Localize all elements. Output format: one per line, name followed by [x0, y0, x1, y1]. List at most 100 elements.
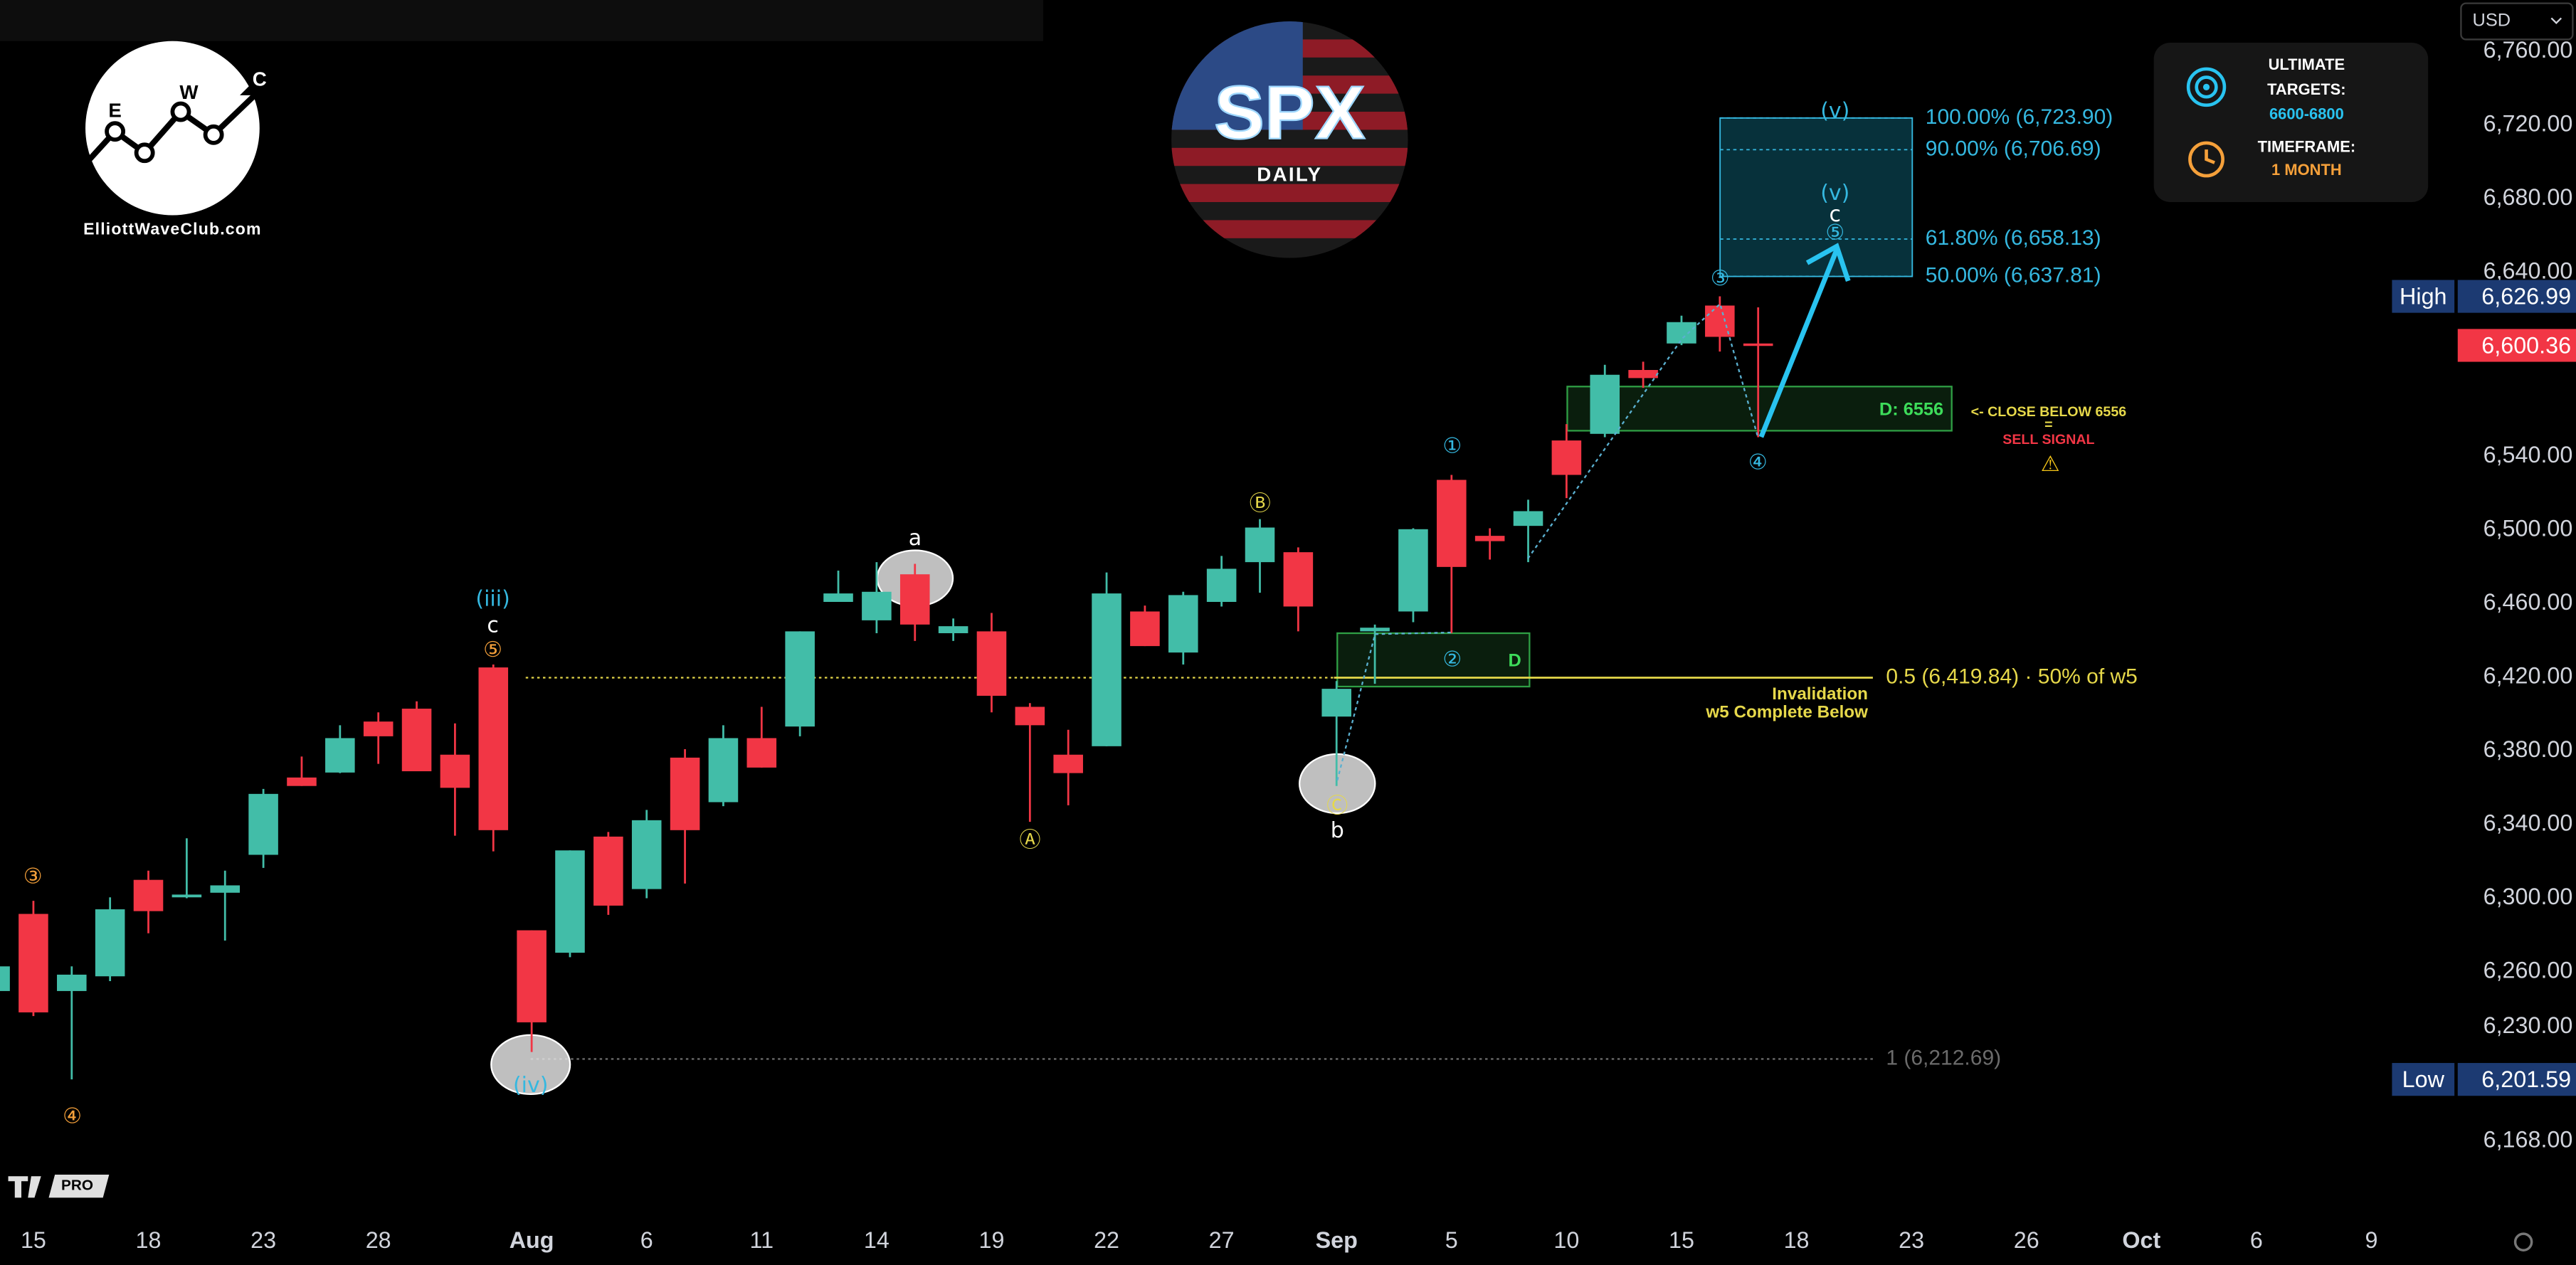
x-tick-label: Sep	[1316, 1227, 1358, 1253]
level-label: 1 (6,212.69)	[1886, 1046, 2001, 1069]
candle-body	[1360, 628, 1390, 632]
candle-body	[862, 591, 892, 620]
clock-icon	[2188, 141, 2224, 178]
candle-body	[133, 879, 164, 911]
wave-label: ⑤	[1825, 220, 1844, 245]
candle-body	[1513, 511, 1543, 526]
clock-hands	[2205, 149, 2215, 164]
x-tick-label: 26	[2014, 1227, 2039, 1253]
wave-label: Ⓑ	[1250, 491, 1271, 516]
x-tick-label: Aug	[510, 1227, 554, 1253]
candle-body	[1053, 754, 1083, 773]
price-tag-name-box	[2392, 280, 2455, 313]
candle-body	[1283, 552, 1314, 607]
x-tick-label: 27	[1209, 1227, 1235, 1253]
candle-body	[1437, 480, 1467, 567]
candle-body	[1705, 305, 1735, 337]
invalidation-note: w5 Complete Below	[1705, 703, 1868, 722]
x-tick-label: 15	[1669, 1227, 1694, 1253]
x-tick-label: 18	[1784, 1227, 1810, 1253]
price-tag	[2457, 329, 2576, 362]
candle-body	[19, 914, 48, 1012]
y-tick-label: 6,500.00	[2483, 516, 2573, 541]
wave-label: ③	[1711, 266, 1730, 291]
pro-box	[48, 1175, 110, 1198]
wave-label: Ⓒ	[1326, 793, 1348, 818]
toolbar-shadow	[0, 0, 1044, 41]
y-tick-label: 6,640.00	[2483, 258, 2573, 283]
price-tag-name-box	[2392, 1063, 2455, 1096]
logo-site: ElliottWaveClub.com	[83, 219, 262, 238]
sell-note: =	[2044, 417, 2052, 433]
candle-body	[785, 631, 815, 727]
settings-icon[interactable]	[2513, 1232, 2533, 1251]
x-tick-label: 23	[1899, 1227, 1924, 1253]
candle-body	[1743, 343, 1773, 346]
candle-body	[899, 574, 930, 625]
projection-arrowhead	[1805, 243, 1851, 282]
wave-label: c	[1830, 202, 1841, 227]
wave-label: ④	[63, 1104, 82, 1129]
candle-body	[1168, 595, 1198, 653]
x-tick-label: 9	[2365, 1227, 2377, 1253]
target-icon	[2186, 67, 2227, 107]
candle-body	[555, 850, 585, 953]
logo-disc	[85, 41, 260, 216]
wave-label: ②	[1442, 647, 1462, 672]
currency-box[interactable]	[2460, 2, 2574, 41]
wave-label: ④	[1748, 450, 1768, 475]
candle-body	[171, 894, 202, 898]
x-tick-label: 22	[1094, 1227, 1119, 1253]
candle-body	[1398, 529, 1428, 612]
info-label: TIMEFRAME:	[2258, 138, 2356, 156]
wave-label: Ⓐ	[1020, 828, 1041, 853]
price-tag-name: Low	[2402, 1066, 2445, 1092]
gear[interactable]	[2513, 1232, 2533, 1251]
x-tick-label: 15	[21, 1227, 46, 1253]
highlight-ellipse	[490, 1034, 571, 1096]
badge-subtitle: DAILY	[1257, 163, 1322, 185]
tv-mark	[8, 1176, 41, 1198]
badge-title: SPX	[1214, 70, 1365, 154]
x-tick-label: 14	[864, 1227, 890, 1253]
target-icon	[2202, 83, 2210, 90]
candle-body	[478, 667, 509, 830]
candle-body	[823, 593, 853, 603]
warning-icon: ⚠	[2041, 452, 2060, 477]
x-tick-label: 18	[136, 1227, 162, 1253]
x-tick-label: 19	[978, 1227, 1004, 1253]
invalidation-note: Invalidation	[1772, 684, 1868, 704]
candle-body	[1206, 568, 1237, 603]
info-label: TARGETS:	[2267, 80, 2345, 98]
x-tick-label: 10	[1553, 1227, 1579, 1253]
wave-label: a	[909, 526, 922, 551]
candle-body	[0, 966, 10, 991]
candle-body	[1092, 593, 1121, 746]
y-tick-label: 6,380.00	[2483, 736, 2573, 762]
candle-body	[287, 777, 317, 786]
x-tick-label: 28	[366, 1227, 391, 1253]
x-tick-label: 6	[2250, 1227, 2263, 1253]
flag	[1171, 21, 1408, 258]
target-level-label: 90.00% (6,706.69)	[1926, 137, 2101, 160]
target-level-label: 61.80% (6,658.13)	[1926, 226, 2101, 250]
candle-body	[1321, 689, 1351, 717]
candle-body	[1628, 370, 1658, 379]
logo-node	[134, 142, 155, 164]
y-tick-label: 6,760.00	[2483, 37, 2573, 63]
currency-selector[interactable]: USD	[2460, 2, 2574, 41]
wave-label: (iv)	[513, 1073, 548, 1098]
candle-body	[1590, 374, 1620, 434]
logo: E W C ElliottWaveClub.com	[80, 41, 267, 238]
price-tag	[2457, 1063, 2576, 1096]
logo-node	[170, 101, 191, 122]
wave-label: (v)	[1820, 99, 1849, 124]
currency-label[interactable]: USD	[2473, 11, 2511, 31]
info-label: ULTIMATE	[2269, 55, 2345, 73]
candle-body	[976, 631, 1007, 696]
logo-letter: C	[253, 68, 267, 90]
candle-body	[1474, 536, 1505, 541]
wave-label: (iii)	[475, 586, 510, 611]
